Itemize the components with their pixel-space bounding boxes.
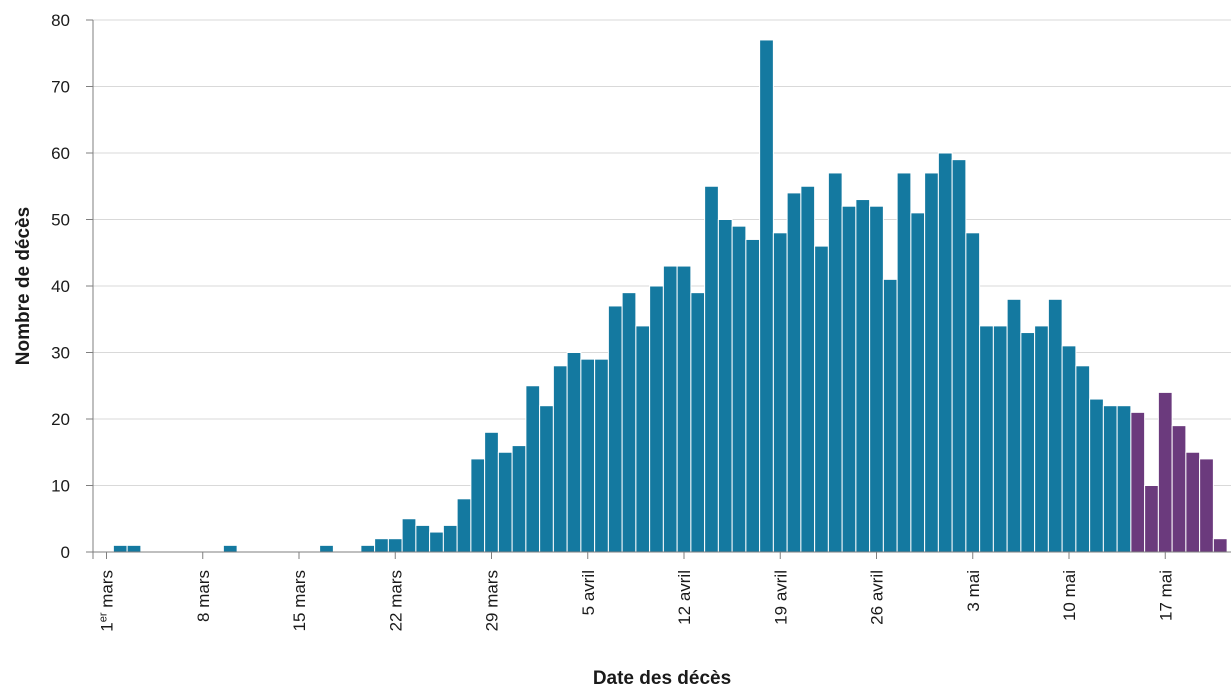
bar <box>731 225 747 553</box>
x-tick-label: 5 avril <box>579 570 598 615</box>
bar <box>1116 405 1132 553</box>
bar <box>896 172 912 553</box>
bar-recent <box>1212 538 1228 553</box>
bar-recent <box>1144 485 1159 553</box>
y-tick-label: 30 <box>51 344 70 363</box>
y-tick-label: 40 <box>51 277 70 296</box>
bar <box>621 292 637 553</box>
bar-recent <box>1185 451 1201 553</box>
x-tick-label: 1er mars <box>98 570 117 632</box>
bar <box>1089 398 1104 553</box>
bar <box>319 544 334 553</box>
bar-recent <box>1157 391 1173 553</box>
bar-recent <box>1130 411 1146 553</box>
bar <box>772 232 788 553</box>
bar <box>126 544 142 553</box>
bar-recent <box>1171 425 1187 553</box>
bar <box>374 538 389 553</box>
bars <box>112 39 1228 553</box>
bar <box>1075 365 1091 553</box>
bar <box>429 531 444 553</box>
bar <box>497 451 513 553</box>
bar <box>649 285 664 553</box>
bar-recent <box>1199 458 1214 553</box>
x-axis-title: Date des décès <box>593 668 731 689</box>
bar <box>869 205 884 553</box>
bar <box>442 524 458 553</box>
bar <box>1034 325 1049 553</box>
bar <box>979 325 994 553</box>
x-tick-label: 29 mars <box>483 570 502 631</box>
y-tick-label: 50 <box>51 211 70 230</box>
bar <box>112 544 128 553</box>
x-tick-label: 12 avril <box>675 570 694 625</box>
bar <box>539 405 554 553</box>
y-axis-ticks: 0 10 20 30 40 50 60 70 80 <box>51 11 93 562</box>
bar <box>855 199 871 553</box>
bar <box>470 458 486 553</box>
bar <box>676 265 692 553</box>
y-tick-label: 70 <box>51 78 70 97</box>
x-tick-label: 17 mai <box>1156 570 1175 621</box>
x-tick-label: 22 mars <box>386 570 405 631</box>
y-tick-label: 10 <box>51 477 70 496</box>
bar <box>704 185 719 553</box>
x-tick-label: 26 avril <box>868 570 887 625</box>
bar <box>814 245 829 553</box>
bar <box>690 292 706 553</box>
bar <box>401 518 417 553</box>
bar <box>222 544 238 553</box>
bar <box>511 445 527 553</box>
bar <box>759 39 774 553</box>
bar <box>937 152 953 553</box>
bar <box>607 305 623 553</box>
bar <box>745 238 761 553</box>
bar <box>415 524 431 553</box>
bar <box>525 385 541 553</box>
bar <box>951 159 967 553</box>
bar <box>1006 298 1022 553</box>
x-tick-label: 10 mai <box>1060 570 1079 621</box>
bar <box>717 219 733 553</box>
x-tick-label: 19 avril <box>771 570 790 625</box>
bar <box>635 325 651 553</box>
x-axis-ticks: 1er mars 8 mars 15 mars 22 mars 29 mars 5 avr… <box>98 552 1175 632</box>
x-tick-label: 15 mars <box>290 570 309 631</box>
bar <box>910 212 926 553</box>
bar <box>924 172 939 553</box>
bar <box>594 358 609 553</box>
y-tick-label: 0 <box>61 543 70 562</box>
bar <box>1020 332 1036 553</box>
y-axis-title: Nombre de décès <box>13 207 34 365</box>
bar <box>992 325 1008 553</box>
x-tick-label: 3 mai <box>964 570 983 612</box>
y-tick-label: 60 <box>51 144 70 163</box>
bar <box>580 358 596 553</box>
bar <box>1047 298 1063 553</box>
bar <box>882 278 898 553</box>
bar <box>484 431 499 553</box>
bar <box>841 205 857 553</box>
bar <box>566 352 582 553</box>
bar <box>552 365 568 553</box>
bar <box>387 538 403 553</box>
bar <box>456 498 472 553</box>
bar <box>662 265 678 553</box>
y-tick-label: 20 <box>51 410 70 429</box>
bar <box>360 544 376 553</box>
bar <box>965 232 981 553</box>
bar <box>827 172 843 553</box>
bar <box>786 192 802 553</box>
bar <box>1102 405 1118 553</box>
y-tick-label: 80 <box>51 11 70 30</box>
bar <box>800 185 816 553</box>
bar <box>1061 345 1077 553</box>
x-tick-label: 8 mars <box>194 570 213 622</box>
